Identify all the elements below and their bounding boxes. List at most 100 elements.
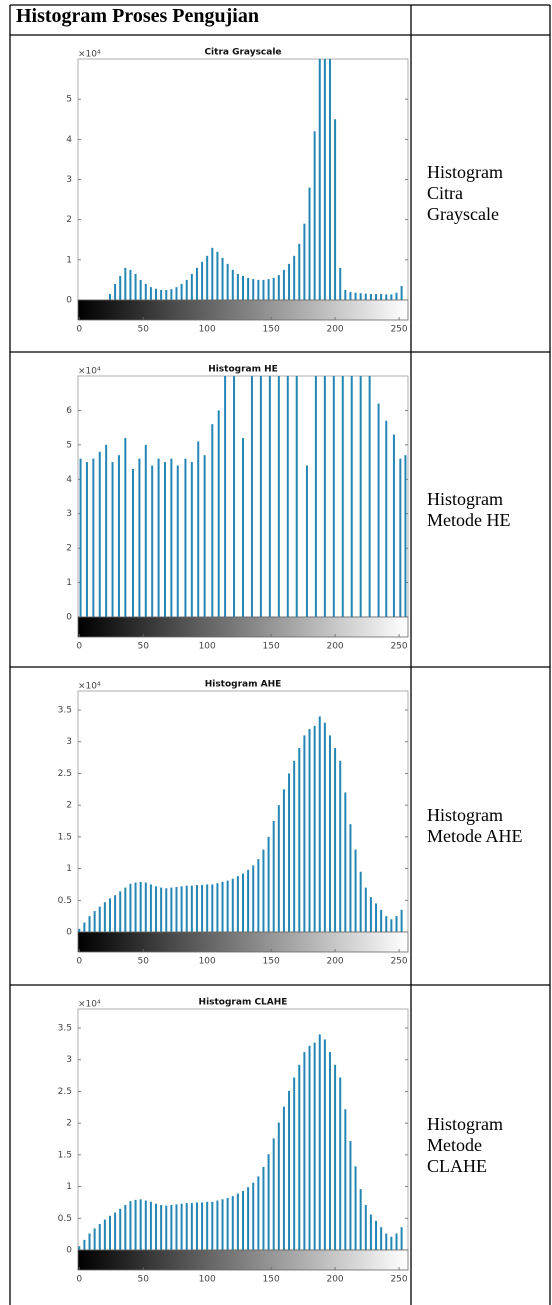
bar — [185, 885, 188, 932]
bar — [88, 1233, 91, 1250]
bar — [226, 263, 229, 300]
bar — [262, 849, 265, 932]
x-tick-label: 100 — [199, 1275, 216, 1285]
bar — [217, 410, 220, 617]
bar — [176, 465, 179, 617]
y-tick-label: 2.5 — [58, 769, 72, 779]
bar — [144, 882, 147, 932]
bar — [170, 1204, 173, 1250]
bar — [272, 277, 275, 300]
bar — [149, 1201, 152, 1250]
bar — [160, 1204, 163, 1250]
bar — [400, 1227, 403, 1250]
x-tick-label: 200 — [326, 1275, 343, 1285]
x-tick-label: 0 — [76, 1275, 82, 1285]
histogram-chart: Histogram AHE ×10⁴ 0 0.5 1 1.5 2 2.5 3 3.5 0 50 100 1… — [58, 680, 409, 967]
y-multiplier: ×10⁴ — [78, 50, 101, 60]
bar — [175, 1204, 178, 1250]
colorbar — [77, 1249, 409, 1271]
x-tick-label: 150 — [263, 957, 280, 967]
bar — [170, 458, 173, 617]
y-tick-label: 1 — [66, 1182, 72, 1192]
bar — [368, 376, 371, 617]
bar — [318, 59, 321, 300]
bar — [129, 1201, 132, 1250]
bar — [203, 455, 206, 617]
y-tick-label: 1.5 — [58, 832, 72, 842]
bar — [282, 789, 285, 932]
x-tick-label: 100 — [199, 957, 216, 967]
bar — [385, 294, 388, 300]
bar — [318, 1034, 321, 1250]
x-tick-label: 0 — [76, 325, 82, 335]
bar — [395, 292, 398, 300]
x-tick-label: 50 — [138, 1275, 150, 1285]
bar — [298, 243, 301, 300]
bar — [195, 1202, 198, 1250]
bar — [349, 1140, 352, 1250]
bar — [242, 873, 244, 932]
bar — [377, 403, 380, 617]
bar — [185, 1203, 188, 1250]
bar — [375, 903, 378, 932]
bar — [359, 376, 362, 617]
bar — [160, 289, 163, 300]
x-tick-label: 250 — [390, 642, 407, 652]
bar — [93, 1228, 96, 1250]
bar — [354, 849, 357, 932]
bar — [380, 909, 383, 932]
bar — [134, 1199, 137, 1250]
bar — [108, 293, 111, 300]
bar — [108, 898, 111, 932]
bar — [250, 376, 253, 617]
bar — [341, 376, 344, 617]
x-tick-label: 50 — [138, 325, 150, 335]
bar — [288, 1090, 291, 1250]
y-tick-label: 0.5 — [58, 1214, 72, 1224]
bar — [385, 916, 388, 932]
bar — [277, 805, 280, 932]
bar — [79, 458, 82, 617]
bars — [78, 716, 403, 932]
bar — [180, 283, 183, 300]
bar — [134, 882, 137, 932]
bar — [124, 267, 127, 300]
bar — [400, 285, 403, 300]
y-tick-label: 0 — [66, 928, 72, 938]
bar — [114, 895, 117, 932]
bar — [211, 1201, 214, 1250]
bar — [190, 885, 193, 932]
bar — [282, 1106, 285, 1250]
bar — [247, 869, 250, 932]
x-tick-label: 150 — [263, 1275, 280, 1285]
bar — [93, 911, 96, 932]
bar — [354, 292, 357, 300]
bar — [303, 223, 306, 300]
bar — [185, 279, 188, 300]
bar — [108, 1215, 111, 1250]
bar — [288, 263, 291, 300]
bar — [157, 458, 160, 617]
bar — [163, 462, 166, 617]
y-tick-label: 0 — [66, 296, 72, 306]
bar — [155, 1203, 158, 1250]
bar — [385, 420, 388, 617]
bar — [277, 376, 280, 617]
bar — [404, 455, 407, 617]
bar — [344, 792, 347, 932]
bar — [144, 444, 147, 617]
bar — [349, 291, 352, 300]
y-tick-label: 5 — [66, 440, 72, 450]
y-tick-label: 2.5 — [58, 1087, 72, 1097]
bar — [344, 1109, 347, 1250]
y-tick-label: 2 — [66, 215, 72, 225]
bar — [268, 376, 271, 617]
x-tick-label: 50 — [138, 642, 150, 652]
x-tick-label: 200 — [326, 642, 343, 652]
bar — [165, 289, 168, 300]
bar — [369, 1214, 372, 1250]
y-tick-label: 4 — [66, 475, 72, 485]
bar — [257, 1176, 260, 1250]
bar — [252, 279, 255, 300]
